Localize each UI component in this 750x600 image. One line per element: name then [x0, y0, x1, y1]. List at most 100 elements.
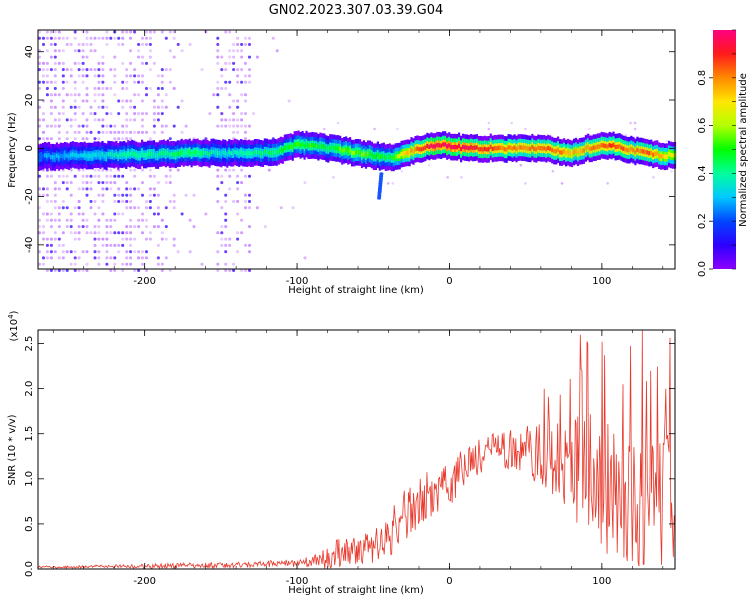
spectrogram-ridge-cell	[293, 142, 296, 147]
spectrogram-ridge-cell	[479, 147, 482, 152]
spectrogram-noise-cell	[109, 181, 113, 185]
spectrogram-ridge-cell	[652, 152, 655, 157]
spectrogram-noise-cell	[240, 181, 244, 185]
spectrogram-noise-cell	[148, 87, 152, 90]
spectrogram-noise-cell	[145, 61, 148, 65]
spectrogram-noise-cell	[105, 225, 109, 229]
spectrogram-noise-cell	[49, 174, 53, 178]
spectrogram-noise-cell	[248, 80, 251, 84]
spectrogram-noise-cell	[89, 68, 93, 72]
spectrogram-noise-cell	[42, 130, 45, 134]
spectrogram-noise-cell	[224, 237, 228, 241]
spectrogram-noise-cell	[69, 262, 73, 266]
spectrogram-noise-cell	[42, 231, 45, 235]
spectrogram-noise-cell	[109, 124, 113, 128]
spectrogram-noise-cell	[180, 99, 184, 103]
spectrogram-noise-cell	[61, 80, 65, 84]
spectrogram-noise-cell	[172, 200, 176, 203]
spectrogram-noise-cell	[160, 68, 164, 72]
spectrogram-noise-cell	[113, 231, 117, 235]
spectrogram-noise-cell	[180, 212, 184, 216]
spectrogram-ridge-cell	[55, 153, 58, 158]
spectrogram-noise-cell	[45, 256, 49, 260]
spectrogram-ridge-cell	[527, 146, 530, 151]
spectrogram-noise-cell	[81, 112, 85, 116]
spectrogram-ridge-cell	[590, 146, 593, 151]
spectrogram-noise-cell	[42, 43, 45, 46]
spectrogram-noise-cell	[117, 112, 121, 116]
spectrogram-noise-cell	[156, 105, 160, 109]
spectrogram-ridge-cell	[408, 150, 411, 156]
spectrogram-noise-cell	[252, 112, 255, 116]
spectrogram-ridge-cell	[370, 152, 373, 158]
spectrogram-ridge-cell	[214, 150, 217, 155]
spectrogram-noise-cell	[216, 55, 220, 59]
spectrogram-noise-cell	[49, 68, 53, 72]
snr-x-tick-label: -100	[286, 576, 309, 587]
spectrogram-noise-cell	[263, 225, 267, 229]
spectrogram-ridge-cell	[561, 150, 564, 155]
spectrogram-noise-cell	[152, 118, 156, 122]
spectrogram-noise-cell	[137, 74, 141, 78]
snr-axes: -200 -100 0 100 0.0 0.5 1.0 1.5 2.0 2.5	[24, 330, 675, 587]
spectrogram-noise-cell	[148, 43, 152, 46]
spectrogram-ridge-cell	[398, 153, 401, 159]
spectrogram-noise-cell	[164, 206, 168, 210]
spectrogram-noise-cell	[160, 124, 164, 128]
spectrogram-ridge-cell	[145, 152, 148, 158]
spectrogram-ridge-cell	[404, 151, 407, 156]
spectrogram-noise-cell	[81, 269, 85, 272]
spectrogram-noise-cell	[65, 187, 69, 191]
spectrogram-ridge-cell	[113, 152, 116, 158]
spectrogram-noise-cell	[97, 61, 101, 65]
spectrogram-noise-cell	[53, 187, 57, 191]
spectrogram-noise-cell	[192, 193, 196, 197]
spectrogram-noise-cell	[152, 99, 156, 103]
spectrogram-ridge-cell	[51, 155, 55, 160]
spectrogram-noise-cell	[141, 112, 144, 116]
spectrogram-ridge-cell	[265, 149, 268, 155]
spectrogram-noise-cell	[391, 182, 395, 185]
spectrogram-ridge-cell	[574, 148, 578, 154]
spectrogram-noise-cell	[244, 137, 247, 141]
spectrogram-noise-cell	[125, 68, 129, 72]
spectrogram-streak-cell	[378, 184, 383, 188]
spectrogram-noise-cell	[85, 187, 89, 191]
colorbar-tick-label: 0.2	[697, 213, 708, 229]
spectrogram-noise-cell	[53, 36, 57, 40]
spectrogram-ridge-cell	[402, 151, 405, 156]
spectrogram-noise-cell	[204, 137, 208, 141]
spectrogram-noise-cell	[97, 130, 101, 134]
spectrogram-noise-cell	[168, 174, 172, 178]
spectrogram-ridge-cell	[374, 154, 377, 159]
spectrogram-noise-cell	[57, 174, 61, 178]
spectrogram-noise-cell	[125, 231, 129, 235]
spectrogram-noise-cell	[57, 112, 61, 116]
spectrogram-noise-cell	[42, 256, 45, 260]
spectrogram-noise-cell	[168, 269, 172, 272]
spectrogram-noise-cell	[105, 181, 109, 185]
spectrogram-ridge-cell	[259, 151, 263, 156]
spectrogram-ridge-cell	[547, 145, 550, 151]
spectrogram-noise-cell	[42, 262, 45, 266]
spectrogram-noise-cell	[141, 256, 144, 260]
spectrogram-noise-cell	[93, 112, 97, 116]
spectrogram-noise-cell	[97, 256, 101, 260]
colorbar-tick-label: 0.0	[697, 261, 708, 277]
spectrogram-noise-cell	[97, 74, 101, 78]
spectrogram-noise-cell	[224, 269, 228, 272]
spectrogram-noise-cell	[137, 269, 141, 272]
spectrogram-noise-cell	[85, 99, 89, 103]
spectrogram-noise-cell	[61, 243, 65, 247]
spectrogram-noise-cell	[156, 225, 160, 229]
spectrogram-noise-cell	[160, 30, 164, 34]
spectrogram-noise-cell	[180, 130, 184, 134]
spectrogram-noise-cell	[81, 187, 85, 191]
spectrogram-noise-cell	[141, 80, 144, 84]
spectrogram-ridge-cell	[232, 151, 235, 156]
spectrogram-noise-cell	[101, 130, 105, 134]
spectrogram-noise-cell	[129, 193, 133, 197]
spectrogram-ridge-cell	[204, 150, 207, 155]
spectrogram-noise-cell	[588, 127, 591, 131]
spectrogram-noise-cell	[232, 99, 236, 103]
